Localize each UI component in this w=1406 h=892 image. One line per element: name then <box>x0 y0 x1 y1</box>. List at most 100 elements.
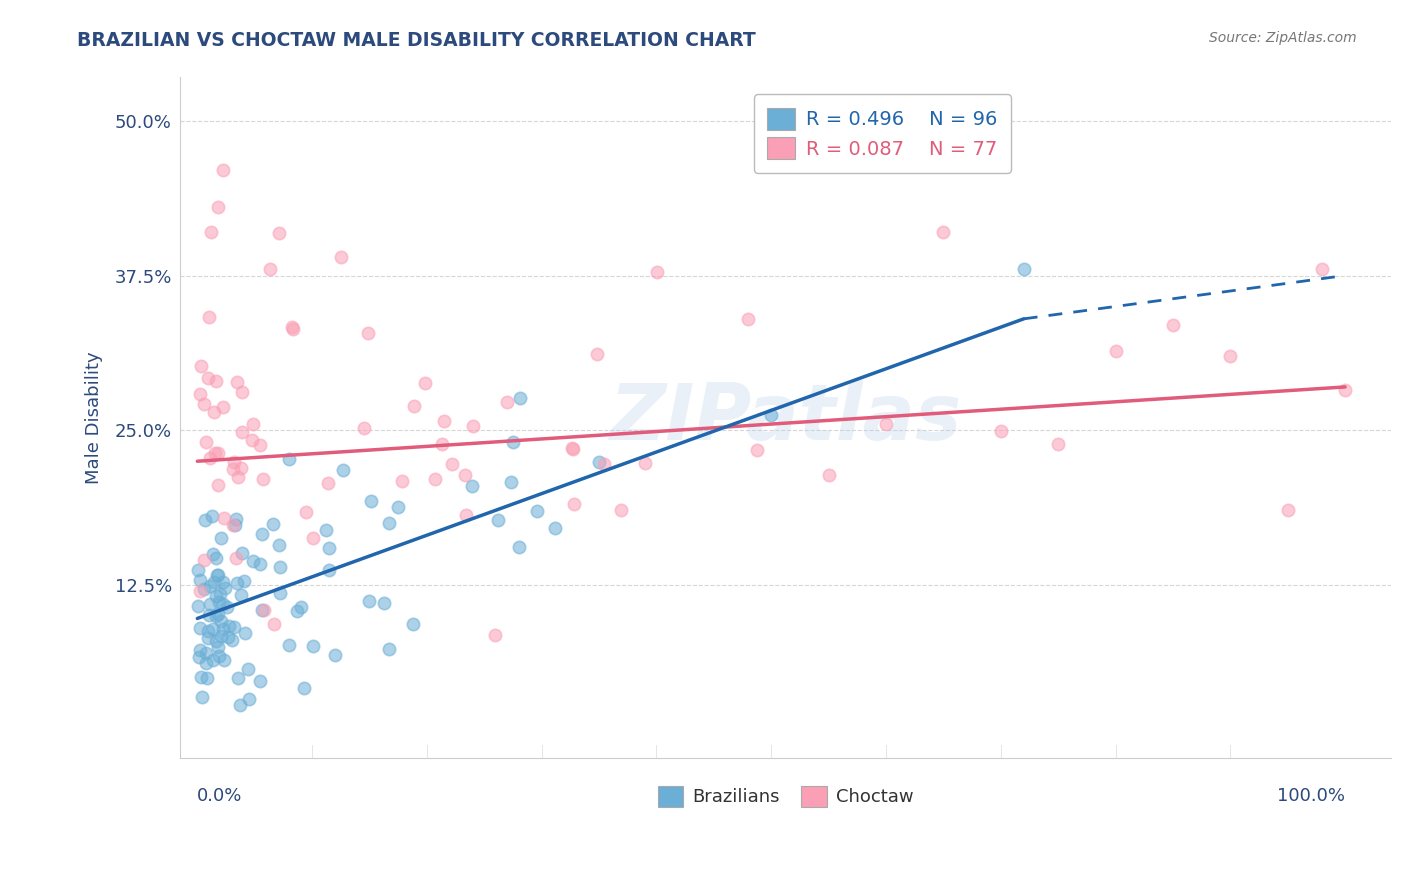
Point <box>378 641 401 656</box>
Point <box>301 531 323 545</box>
Point <box>193 582 215 596</box>
Point <box>198 579 221 593</box>
Point <box>252 527 274 541</box>
Point <box>325 648 347 662</box>
Point <box>225 512 247 526</box>
Point <box>259 262 281 277</box>
Point <box>188 650 211 665</box>
Point <box>208 649 231 664</box>
Point <box>229 461 252 475</box>
Point <box>252 472 274 486</box>
Point <box>267 538 290 552</box>
Point <box>496 394 519 409</box>
Point <box>502 435 524 450</box>
Point <box>242 417 264 432</box>
Point <box>875 417 897 431</box>
Point <box>433 414 456 428</box>
Point <box>205 374 228 388</box>
Point <box>315 523 337 537</box>
Point <box>278 452 301 467</box>
Point <box>817 467 839 482</box>
Point <box>737 311 759 326</box>
Point <box>588 455 610 469</box>
Point <box>224 455 246 469</box>
Point <box>461 479 484 493</box>
Point <box>263 616 285 631</box>
Point <box>231 545 253 559</box>
Point <box>1334 383 1357 397</box>
Point <box>454 467 477 482</box>
Point <box>204 633 226 648</box>
Point <box>222 518 245 533</box>
Point <box>187 563 209 577</box>
Point <box>205 550 228 565</box>
Point <box>212 575 235 590</box>
Point <box>195 657 218 671</box>
Point <box>221 633 243 648</box>
Point <box>191 690 214 704</box>
Point <box>188 387 211 401</box>
Point <box>290 600 312 615</box>
Point <box>413 376 436 390</box>
Point <box>294 681 316 696</box>
Point <box>197 632 219 646</box>
Point <box>195 434 218 449</box>
Point <box>278 638 301 652</box>
Point <box>1012 262 1035 277</box>
Point <box>318 541 340 555</box>
Point <box>1219 349 1241 363</box>
Point <box>224 518 246 533</box>
Point <box>1277 502 1299 516</box>
Point <box>359 594 381 608</box>
Point <box>387 500 409 514</box>
Point <box>224 620 246 634</box>
Point <box>195 671 218 685</box>
Text: BRAZILIAN VS CHOCTAW MALE DISABILITY CORRELATION CHART: BRAZILIAN VS CHOCTAW MALE DISABILITY COR… <box>77 31 756 50</box>
Point <box>231 385 253 400</box>
Point <box>486 513 509 527</box>
Point <box>269 585 291 599</box>
Text: 100.0%: 100.0% <box>1277 787 1346 805</box>
Point <box>198 607 221 622</box>
Point <box>212 597 235 611</box>
Point <box>229 698 252 712</box>
Point <box>188 573 211 587</box>
Point <box>209 531 232 545</box>
Point <box>252 603 274 617</box>
Point <box>205 567 228 582</box>
Point <box>377 516 399 530</box>
Point <box>208 595 231 609</box>
Point <box>634 456 657 470</box>
Point <box>508 541 530 555</box>
Point <box>212 653 235 667</box>
Point <box>225 551 247 566</box>
Point <box>197 310 219 325</box>
Point <box>402 399 425 413</box>
Point <box>454 508 477 522</box>
Point <box>236 662 259 676</box>
Point <box>761 409 783 423</box>
Point <box>190 670 212 684</box>
Point <box>316 476 339 491</box>
Point <box>425 472 447 486</box>
Point <box>207 477 229 491</box>
Point <box>207 446 229 460</box>
Point <box>360 494 382 508</box>
Point <box>212 511 235 525</box>
Point <box>207 568 229 582</box>
Point <box>238 691 260 706</box>
Point <box>202 547 225 561</box>
Point <box>204 446 226 460</box>
Point <box>211 623 233 637</box>
Point <box>208 587 231 601</box>
Point <box>201 508 224 523</box>
Point <box>586 347 609 361</box>
Point <box>1047 437 1070 451</box>
Point <box>301 639 323 653</box>
Point <box>269 227 291 241</box>
Point <box>214 581 236 595</box>
Point <box>207 607 229 621</box>
Point <box>262 516 284 531</box>
Point <box>202 574 225 589</box>
Point <box>200 225 222 239</box>
